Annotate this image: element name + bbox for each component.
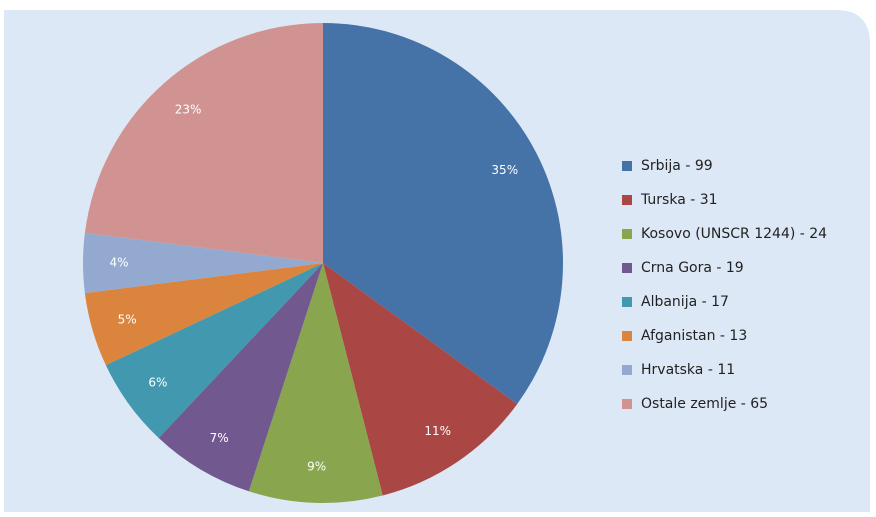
slice-label: 9% [307,459,326,473]
pie-slice [84,23,323,263]
legend-label: Kosovo (UNSCR 1244) - 24 [641,226,827,242]
pie-slice [105,263,323,438]
legend-label: Ostale zemlje - 65 [641,396,768,412]
pie-slice [323,23,563,405]
pie-slice [84,263,323,366]
legend-swatch [622,161,632,171]
legend-label: Turska - 31 [640,192,718,208]
pie-slice [82,232,323,294]
slice-label: 35% [491,163,518,177]
legend-label: Afganistan - 13 [641,328,747,344]
legend-swatch [622,229,632,239]
legend-label: Albanija - 17 [641,294,729,310]
slice-label: 4% [109,256,128,270]
slice-label: 6% [148,375,167,389]
legend-swatch [622,297,632,307]
slice-label: 5% [118,312,137,326]
slice-label: 23% [175,102,202,116]
pie-slice [323,263,518,496]
legend-swatch [622,365,632,375]
slice-label: 7% [210,431,229,445]
pie-slice [248,263,383,503]
legend-label: Srbija - 99 [641,158,713,174]
pie-slice [158,263,323,492]
slice-label: 11% [424,424,451,438]
legend-swatch [622,263,632,273]
legend-swatch [622,195,632,205]
legend-swatch [622,399,632,409]
legend-label: Crna Gora - 19 [641,260,744,276]
legend-swatch [622,331,632,341]
legend-label: Hrvatska - 11 [641,362,735,378]
